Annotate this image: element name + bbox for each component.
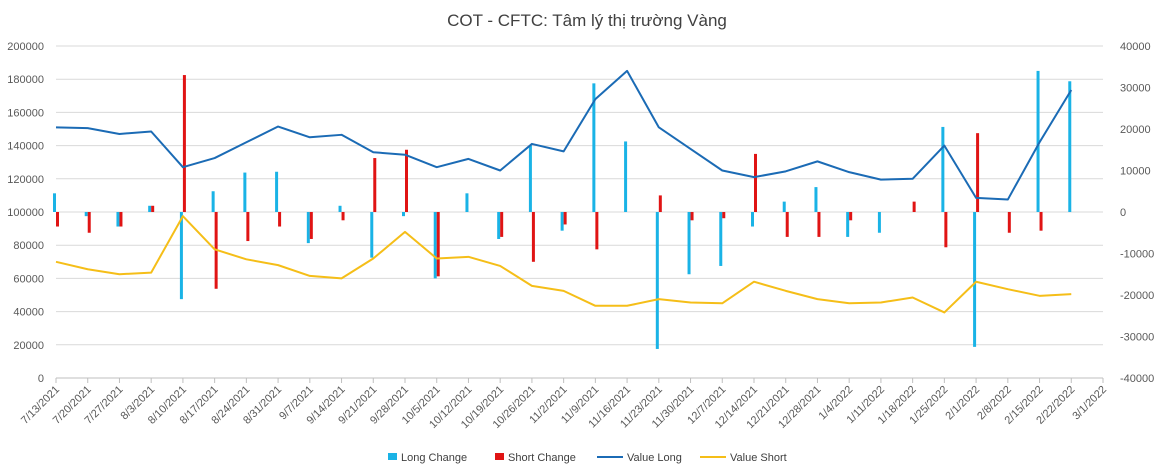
- bar-long-change: [846, 212, 850, 237]
- line-series: [55, 69, 1073, 314]
- bar-long-change: [179, 212, 183, 300]
- right-tick-label: -20000: [1120, 290, 1154, 302]
- bar-short-change: [754, 153, 757, 212]
- left-tick-label: 60000: [13, 273, 44, 285]
- bar-short-change: [151, 205, 155, 212]
- bar-long-change: [751, 212, 754, 227]
- bar-long-change: [370, 212, 374, 258]
- bar-series: [53, 70, 1072, 349]
- left-tick-label: 40000: [13, 307, 44, 319]
- bar-long-change: [84, 212, 88, 217]
- gridlines: [56, 45, 1103, 379]
- bar-short-change: [309, 212, 313, 239]
- bar-short-change: [690, 212, 694, 221]
- bar-short-change: [595, 212, 599, 250]
- bar-long-change: [719, 212, 723, 266]
- line-value-long: [55, 69, 1073, 201]
- bar-short-change: [817, 212, 821, 237]
- left-tick-label: 80000: [13, 240, 44, 252]
- bar-long-change: [243, 172, 247, 212]
- bar-short-change: [1007, 212, 1011, 233]
- bar-short-change: [658, 195, 662, 212]
- bar-short-change: [436, 212, 440, 277]
- right-tick-label: 40000: [1120, 41, 1151, 53]
- right-tick-label: 20000: [1120, 124, 1151, 136]
- x-tick-label: 3/1/2022: [1070, 384, 1109, 423]
- bar-long-change: [497, 212, 501, 239]
- bar-long-change: [782, 201, 786, 212]
- bar-long-change: [1036, 70, 1040, 213]
- bar-short-change: [531, 212, 535, 262]
- bar-long-change: [465, 193, 469, 212]
- chart-title: COT - CFTC: Tâm lý thị trường Vàng: [447, 11, 727, 30]
- legend: Long Change Short Change Value Long Value S…: [388, 452, 787, 464]
- right-tick-label: -30000: [1120, 332, 1154, 344]
- bar-short-change: [722, 212, 726, 219]
- bar-long-change: [560, 212, 564, 231]
- left-tick-label: 200000: [7, 41, 44, 53]
- bar-long-change: [655, 212, 659, 349]
- legend-label: Value Long: [627, 452, 682, 464]
- bar-long-change: [275, 171, 279, 212]
- bar-long-change: [306, 212, 310, 244]
- bar-long-change: [1068, 81, 1072, 213]
- bar-short-change: [56, 212, 59, 227]
- legend-swatch: [495, 453, 504, 460]
- bar-long-change: [116, 212, 120, 227]
- right-tick-label: -40000: [1120, 373, 1154, 385]
- bar-short-change: [405, 149, 408, 212]
- bar-short-change: [341, 212, 345, 221]
- legend-label: Value Short: [730, 452, 787, 464]
- bar-short-change: [1039, 212, 1043, 231]
- bar-long-change: [211, 191, 215, 212]
- bar-long-change: [624, 141, 628, 212]
- bar-short-change: [976, 133, 980, 212]
- right-tick-label: 30000: [1120, 83, 1151, 95]
- bar-short-change: [912, 201, 916, 212]
- bar-long-change: [941, 126, 945, 212]
- bar-short-change: [785, 212, 789, 237]
- bar-long-change: [528, 145, 532, 212]
- bar-long-change: [433, 212, 437, 279]
- bar-long-change: [148, 205, 152, 212]
- left-tick-label: 0: [38, 373, 44, 385]
- left-tick-label: 20000: [13, 340, 44, 352]
- bar-long-change: [338, 205, 342, 212]
- left-tick-label: 160000: [7, 107, 44, 119]
- left-tick-label: 180000: [7, 74, 44, 86]
- legend-label: Long Change: [401, 452, 467, 464]
- line-value-short: [55, 215, 1072, 314]
- bar-short-change: [119, 212, 123, 227]
- right-tick-label: -10000: [1120, 249, 1154, 261]
- left-tick-label: 100000: [7, 207, 44, 219]
- bar-short-change: [849, 212, 853, 221]
- bar-short-change: [246, 212, 250, 242]
- bar-short-change: [87, 212, 91, 233]
- x-tick-label: 2/1/2022: [943, 384, 982, 423]
- bar-short-change: [373, 158, 377, 212]
- bar-long-change: [53, 193, 56, 212]
- bar-long-change: [877, 212, 881, 233]
- bar-short-change: [563, 212, 567, 225]
- bar-short-change: [500, 212, 504, 237]
- bar-long-change: [687, 212, 691, 275]
- right-tick-label: 10000: [1120, 166, 1151, 178]
- bar-long-change: [814, 187, 818, 212]
- bar-long-change: [592, 83, 596, 212]
- bar-short-change: [278, 212, 282, 227]
- legend-swatch: [388, 453, 397, 460]
- bar-long-change: [973, 212, 977, 347]
- bar-short-change: [182, 75, 186, 212]
- right-axis: -40000 -30000 -20000 -10000 0 10000 20000 30000…: [1120, 41, 1154, 385]
- left-tick-label: 140000: [7, 141, 44, 153]
- left-tick-label: 120000: [7, 174, 44, 186]
- legend-label: Short Change: [508, 452, 576, 464]
- right-tick-label: 0: [1120, 207, 1126, 219]
- x-axis: 7/13/20217/20/20217/27/20218/3/20218/10/…: [19, 377, 1109, 431]
- bar-long-change: [402, 212, 405, 217]
- bar-short-change: [944, 212, 948, 248]
- left-axis: 0 20000 40000 60000 80000 100000 120000 140000 1…: [7, 41, 44, 385]
